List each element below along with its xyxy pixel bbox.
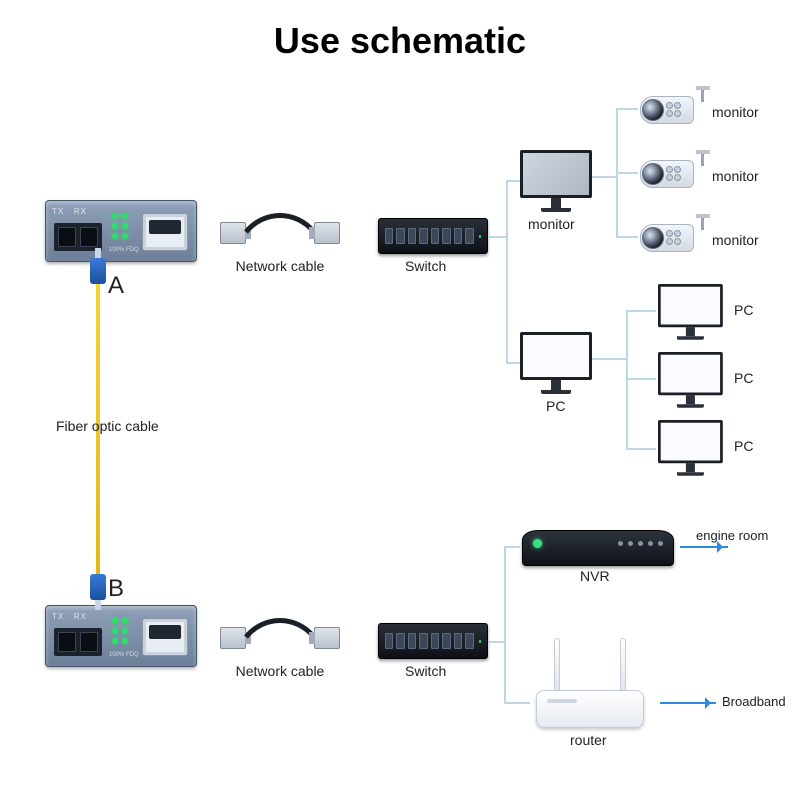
network-cable-top-label: Network cable (230, 258, 330, 274)
camera-1-icon (640, 88, 710, 130)
patch-cable-bottom-icon (220, 617, 340, 657)
connector-line (616, 172, 638, 174)
led-sublabel: 100% FDQ (109, 652, 139, 658)
rx-label: RX (74, 207, 87, 216)
connector-line (626, 378, 656, 380)
switch-bottom-label: Switch (405, 663, 446, 679)
pc-3-label: PC (734, 438, 753, 454)
rx-label: RX (74, 612, 87, 621)
status-leds-icon (112, 618, 128, 644)
router-icon (530, 648, 650, 728)
switch-top-label: Switch (405, 258, 446, 274)
camera-3-label: monitor (712, 232, 759, 248)
status-leds-icon (112, 213, 128, 239)
camera-3-icon (640, 216, 710, 258)
connector-line (488, 236, 506, 238)
sfp-ports-icon (54, 223, 102, 251)
converter-a-label: A (108, 272, 124, 300)
connector-line (626, 310, 628, 450)
pc-display-icon (520, 332, 592, 394)
camera-1-label: monitor (712, 104, 759, 120)
pc-1-label: PC (734, 302, 753, 318)
pc-3-icon (658, 420, 723, 476)
nvr-label: NVR (580, 568, 610, 584)
pc-2-label: PC (734, 370, 753, 386)
engine-room-label: engine room (696, 528, 768, 543)
fiber-plug-top-icon (90, 258, 106, 284)
connector-line (592, 176, 616, 178)
connector-line (504, 546, 520, 548)
connector-line (506, 362, 520, 364)
camera-2-icon (640, 152, 710, 194)
connector-line (488, 641, 504, 643)
router-label: router (570, 732, 607, 748)
connector-line (506, 180, 520, 182)
arrow-broadband-icon (660, 702, 716, 704)
camera-2-label: monitor (712, 168, 759, 184)
pc-2-icon (658, 352, 723, 408)
monitor-display-icon (520, 150, 592, 212)
connector-line (626, 448, 656, 450)
connector-line (626, 310, 656, 312)
connector-line (504, 702, 530, 704)
switch-bottom-icon (378, 623, 488, 659)
converter-b-label: B (108, 575, 124, 603)
connector-line (504, 546, 506, 704)
led-sublabel: 100% FDQ (109, 247, 139, 253)
pc-display-label: PC (546, 398, 565, 414)
connector-line (592, 358, 626, 360)
patch-cable-top-icon (220, 212, 340, 252)
pc-1-icon (658, 284, 723, 340)
connector-line (506, 180, 508, 364)
nvr-icon (522, 530, 674, 566)
diagram-title: Use schematic (0, 20, 800, 62)
tx-label: TX (52, 207, 64, 216)
media-converter-a: TX RX 100% FDQ (45, 200, 197, 262)
switch-top-icon (378, 218, 488, 254)
fiber-cable-label: Fiber optic cable (56, 418, 176, 434)
fiber-plug-bottom-icon (90, 574, 106, 600)
rj45-port-icon (142, 618, 188, 656)
connector-line (616, 236, 638, 238)
tx-label: TX (52, 612, 64, 621)
network-cable-bottom-label: Network cable (230, 663, 330, 679)
media-converter-b: TX RX 100% FDQ (45, 605, 197, 667)
connector-line (616, 108, 638, 110)
sfp-ports-icon (54, 628, 102, 656)
monitor-display-label: monitor (528, 216, 575, 232)
arrow-engine-room-icon (680, 546, 728, 548)
rj45-port-icon (142, 213, 188, 251)
broadband-label: Broadband (722, 694, 786, 709)
